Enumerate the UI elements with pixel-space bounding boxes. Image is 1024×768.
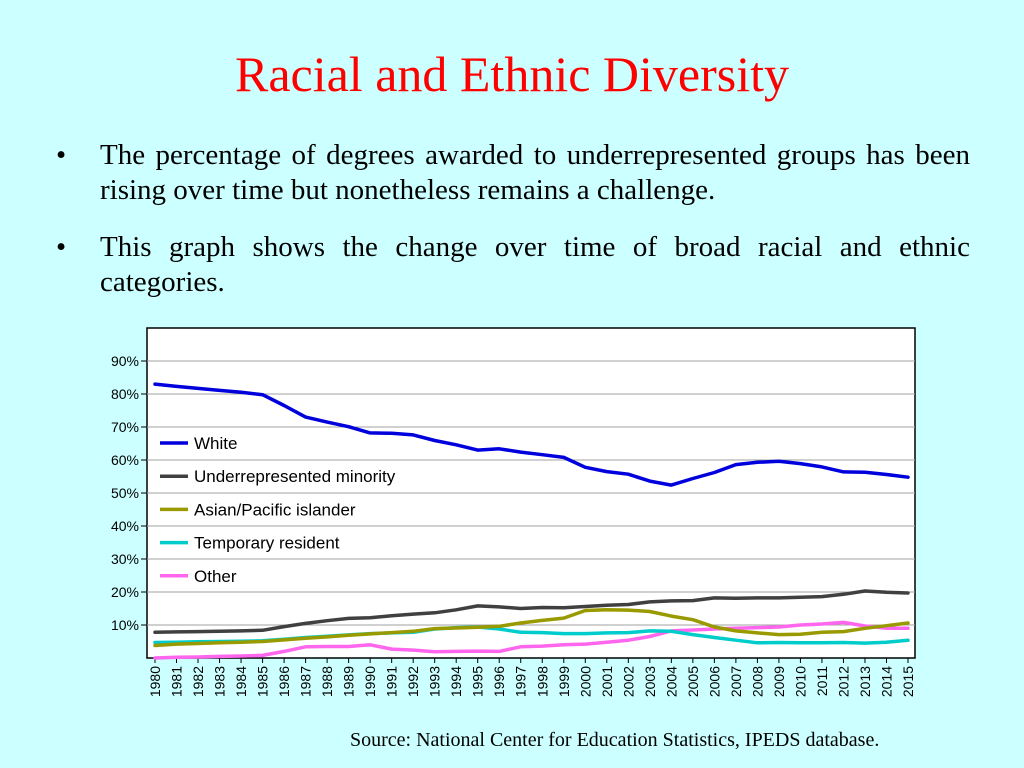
- x-tick-label: 1986: [276, 666, 292, 697]
- x-tick-label: 1996: [491, 666, 507, 697]
- x-tick-label: 1997: [513, 666, 529, 697]
- y-tick-label: 10%: [111, 617, 139, 633]
- x-tick-label: 1994: [448, 666, 464, 697]
- y-tick-label: 30%: [111, 551, 139, 567]
- slide-title: Racial and Ethnic Diversity: [234, 46, 789, 102]
- series-line-white: [153, 382, 910, 487]
- bullet-item: • This graph shows the change over time …: [48, 230, 970, 300]
- x-tick-label: 1981: [169, 666, 185, 697]
- bullet-icon: •: [56, 231, 67, 263]
- x-tick-label: 2011: [814, 666, 830, 696]
- x-tick-label: 1999: [556, 666, 572, 697]
- x-tick-label: 2015: [900, 666, 916, 697]
- legend-label: Temporary resident: [194, 534, 340, 553]
- x-tick-label: 2002: [620, 666, 636, 697]
- legend-label: White: [194, 434, 237, 453]
- x-tick-label: 2008: [749, 666, 765, 697]
- x-tick-label: 1987: [298, 666, 314, 697]
- x-tick-label: 1993: [427, 666, 443, 697]
- bullet-list: • The percentage of degrees awarded to u…: [48, 138, 970, 322]
- x-tick-label: 1988: [319, 666, 335, 697]
- x-tick-label: 2009: [771, 666, 787, 697]
- series-line-asian-pacific-islander: [153, 608, 910, 648]
- x-tick-label: 1990: [362, 666, 378, 697]
- x-tick-label: 2000: [577, 666, 593, 697]
- x-tick-label: 1983: [212, 666, 228, 697]
- x-tick-label: 2006: [706, 666, 722, 697]
- x-tick-label: 2005: [685, 666, 701, 697]
- legend-label: Underrepresented minority: [194, 467, 396, 486]
- x-tick-label: 1980: [147, 666, 163, 697]
- x-tick-label: 1992: [405, 666, 421, 697]
- legend-label: Other: [194, 567, 237, 586]
- x-tick-label: 1991: [384, 666, 400, 697]
- y-tick-label: 90%: [111, 353, 139, 369]
- y-tick-label: 40%: [111, 518, 139, 534]
- y-tick-label: 70%: [111, 419, 139, 435]
- x-tick-label: 2004: [663, 666, 679, 697]
- x-tick-label: 2001: [599, 666, 615, 697]
- legend-label: Asian/Pacific islander: [194, 500, 356, 519]
- y-tick-label: 50%: [111, 485, 139, 501]
- bullet-text: This graph shows the change over time of…: [100, 231, 970, 298]
- bullet-item: • The percentage of degrees awarded to u…: [48, 138, 970, 208]
- source-note: Source: National Center for Education St…: [350, 729, 880, 751]
- x-tick-label: 2010: [792, 666, 808, 697]
- x-tick-label: 2012: [835, 666, 851, 697]
- bullet-text: The percentage of degrees awarded to und…: [100, 139, 970, 206]
- series-line-underrepresented-minority: [153, 589, 910, 635]
- x-tick-label: 2007: [728, 666, 744, 697]
- y-tick-label: 60%: [111, 452, 139, 468]
- x-tick-label: 2003: [642, 666, 658, 697]
- x-tick-label: 1985: [255, 666, 271, 697]
- y-tick-label: 20%: [111, 584, 139, 600]
- series-line-other: [153, 620, 910, 660]
- x-tick-label: 2014: [878, 666, 894, 697]
- y-tick-label: 80%: [111, 386, 139, 402]
- x-tick-label: 1982: [190, 666, 206, 697]
- x-tick-label: 1995: [470, 666, 486, 697]
- x-tick-label: 1984: [233, 666, 249, 697]
- x-tick-label: 2013: [857, 666, 873, 697]
- x-tick-label: 1998: [534, 666, 550, 697]
- bullet-icon: •: [56, 139, 67, 171]
- x-tick-label: 1989: [341, 666, 357, 697]
